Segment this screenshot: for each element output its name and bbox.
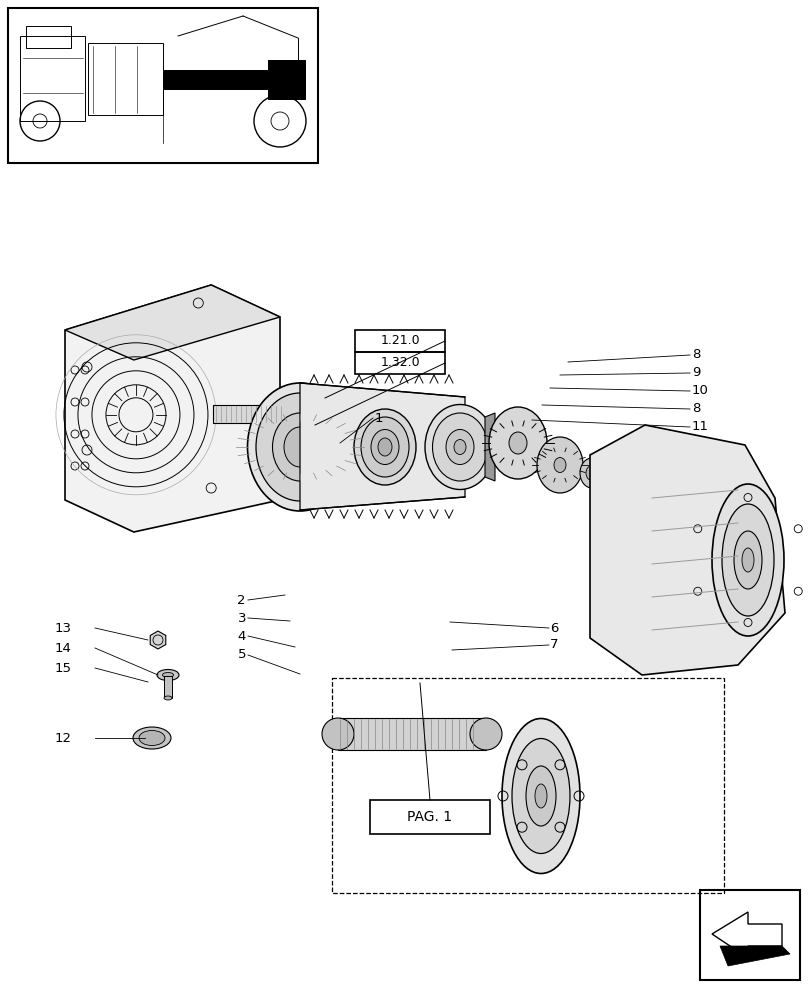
Ellipse shape (536, 437, 582, 493)
Text: 8: 8 (691, 402, 700, 416)
Text: 8: 8 (691, 349, 700, 361)
Ellipse shape (157, 670, 178, 680)
Text: 3: 3 (237, 611, 246, 624)
Ellipse shape (721, 504, 773, 616)
Bar (164, 676, 172, 698)
Polygon shape (65, 285, 280, 360)
Text: 1.32.0: 1.32.0 (380, 357, 419, 369)
Ellipse shape (586, 466, 597, 481)
Text: 15: 15 (55, 662, 72, 674)
Text: 13: 13 (55, 621, 72, 635)
Bar (332, 678, 723, 893)
Ellipse shape (579, 458, 603, 488)
Polygon shape (65, 285, 280, 532)
Polygon shape (711, 912, 781, 958)
Bar (268, 60, 306, 100)
Text: 1: 1 (375, 412, 383, 424)
Polygon shape (719, 946, 789, 966)
Ellipse shape (378, 438, 392, 456)
Ellipse shape (361, 417, 409, 477)
Text: 9: 9 (691, 366, 700, 379)
Polygon shape (607, 473, 659, 489)
Bar (212, 405, 293, 423)
Ellipse shape (247, 383, 352, 511)
Ellipse shape (322, 718, 354, 750)
Polygon shape (590, 425, 784, 675)
Ellipse shape (164, 696, 172, 700)
Ellipse shape (470, 718, 501, 750)
Ellipse shape (139, 730, 165, 746)
Ellipse shape (741, 548, 753, 572)
Polygon shape (150, 631, 165, 649)
Ellipse shape (255, 393, 344, 501)
Ellipse shape (653, 473, 665, 485)
Ellipse shape (733, 531, 761, 589)
Ellipse shape (133, 727, 171, 749)
Ellipse shape (354, 409, 415, 485)
Text: 2: 2 (237, 593, 246, 606)
Bar (88, 43, 163, 115)
Bar (20, 36, 85, 121)
Ellipse shape (526, 766, 556, 826)
Ellipse shape (284, 427, 315, 467)
Bar (163, 70, 268, 90)
Text: 5: 5 (237, 648, 246, 662)
Ellipse shape (553, 458, 565, 473)
Ellipse shape (512, 738, 569, 853)
Polygon shape (299, 383, 465, 510)
Text: 12: 12 (55, 732, 72, 744)
Text: 6: 6 (549, 621, 558, 635)
Bar (8, 8, 318, 163)
Ellipse shape (162, 672, 174, 678)
Bar (337, 718, 486, 750)
Text: 14: 14 (55, 642, 72, 654)
Bar (699, 890, 799, 980)
Text: 7: 7 (549, 639, 558, 652)
Ellipse shape (534, 784, 547, 808)
Bar (370, 800, 489, 834)
Ellipse shape (711, 484, 783, 636)
Ellipse shape (272, 413, 327, 481)
Ellipse shape (445, 430, 474, 464)
Ellipse shape (601, 477, 613, 489)
Ellipse shape (371, 430, 398, 464)
Ellipse shape (424, 404, 495, 489)
Text: 4: 4 (238, 630, 246, 643)
Text: 1.21.0: 1.21.0 (380, 334, 419, 348)
Bar (26, 26, 71, 48)
Polygon shape (484, 413, 495, 481)
Ellipse shape (453, 440, 466, 454)
Ellipse shape (488, 407, 547, 479)
Text: 11: 11 (691, 420, 708, 434)
Text: PAG. 1: PAG. 1 (407, 810, 452, 824)
Ellipse shape (432, 413, 487, 481)
Bar (354, 330, 444, 352)
Ellipse shape (501, 718, 579, 874)
Ellipse shape (508, 432, 526, 454)
Text: 10: 10 (691, 384, 708, 397)
Bar (354, 352, 444, 374)
